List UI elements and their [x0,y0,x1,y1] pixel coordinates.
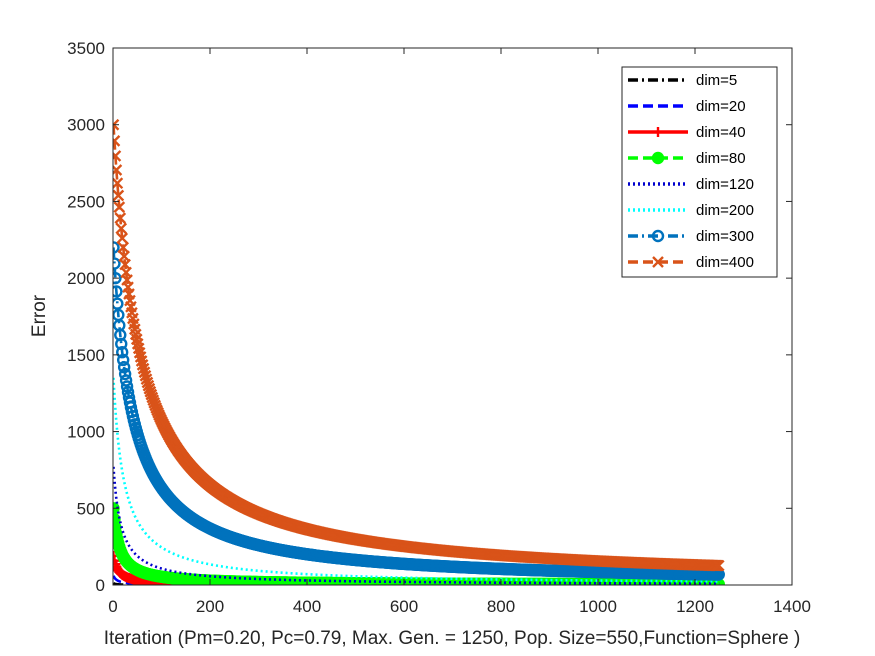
series-line [113,124,720,567]
series-marker [652,256,664,268]
y-tick-label: 1500 [67,346,105,365]
axes-box [112,47,793,586]
legend-item-dim-120: dim=120 [628,176,754,193]
y-tick-label: 2000 [67,269,105,288]
y-axis-label: Error [29,294,50,337]
legend-label: dim=20 [696,98,746,115]
x-tick-label: 400 [293,597,321,616]
legend-label: dim=120 [696,176,754,193]
series-dim-120 [113,466,720,585]
legend-item-dim-5: dim=5 [628,72,737,89]
x-tick-label: 200 [196,597,224,616]
legend-box [621,66,778,278]
legend-item-dim-80: dim=80 [628,150,746,167]
series-marker [651,151,665,165]
legend-item-dim-200: dim=200 [628,202,754,219]
x-tick-label: 1400 [773,597,811,616]
y-tick-label: 3500 [67,39,105,58]
y-tick-label: 1000 [67,423,105,442]
legend-label: dim=5 [696,72,737,89]
y-axis: 0 500 1000 1500 2000 2500 3000 3500 [67,39,792,595]
series-marker [651,229,665,243]
series-dim-200 [113,377,720,583]
legend-item-dim-300: dim=300 [628,228,754,245]
series-marker [139,369,152,382]
series-marker [653,127,663,137]
legend-item-dim-20: dim=20 [628,98,746,115]
series-marker [115,222,128,235]
x-tick-label: 800 [487,597,515,616]
series-line [113,247,720,576]
series-dim-300 [113,241,725,581]
legend-item-dim-400: dim=400 [628,254,754,271]
x-axis: 0 200 400 600 800 1000 1200 1400 [108,48,811,616]
x-tick-label: 0 [108,597,117,616]
legend-label: dim=200 [696,202,754,219]
legend-label: dim=400 [696,254,754,271]
legend-label: dim=40 [696,124,746,141]
legend: dim=5 dim=20 dim=40 dim=80 dim=120 dim=200 dim… [621,66,778,278]
x-tick-label: 600 [390,597,418,616]
series-dim-400 [113,118,725,572]
x-tick-label: 1000 [579,597,617,616]
x-tick-label: 1200 [676,597,714,616]
legend-item-dim-40: dim=40 [628,124,746,141]
series-line [113,466,720,585]
y-tick-label: 0 [96,576,105,595]
y-tick-label: 3000 [67,116,105,135]
series-line [113,508,720,585]
series-marker [113,177,124,190]
y-tick-label: 500 [77,499,105,518]
series-line [113,377,720,583]
y-tick-label: 2500 [67,192,105,211]
series-marker [113,189,125,202]
legend-label: dim=80 [696,150,746,167]
series-layer [113,118,725,585]
legend-label: dim=300 [696,228,754,245]
x-axis-label: Iteration (Pm=0.20, Pc=0.79, Max. Gen. =… [104,628,801,649]
